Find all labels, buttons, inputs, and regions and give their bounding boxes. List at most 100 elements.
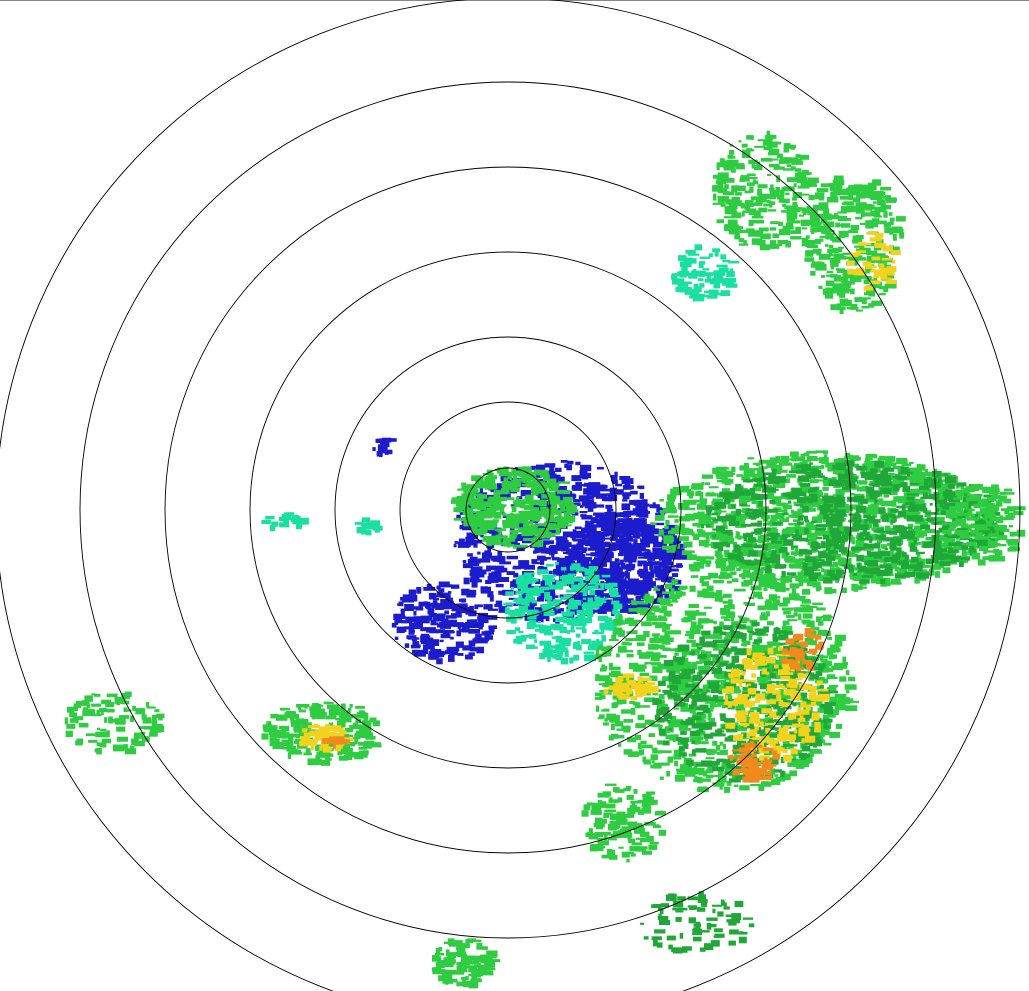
echo-cell (800, 714, 810, 721)
echo-cell (623, 598, 634, 601)
echo-cell (804, 515, 809, 521)
echo-cell (596, 520, 601, 528)
echo-cell (578, 495, 590, 502)
echo-cell (847, 526, 859, 532)
echo-cell (518, 564, 528, 569)
echo-cell (654, 605, 660, 613)
echo-cell (735, 664, 746, 669)
echo-cell (630, 707, 636, 715)
echo-cell (835, 724, 843, 729)
echo-cell (469, 605, 474, 611)
echo-cell (861, 574, 873, 578)
echo-cell (631, 553, 638, 560)
echo-cell (604, 718, 608, 722)
echo-cell (648, 561, 660, 566)
echo-cell (498, 529, 502, 536)
echo-cell (928, 471, 936, 477)
echo-cell (889, 491, 898, 495)
echo-cell (414, 653, 426, 657)
echo-cell (513, 610, 523, 617)
echo-cell (628, 751, 639, 757)
echo-cell (467, 553, 473, 557)
echo-cell (696, 528, 703, 533)
echo-cell (453, 507, 461, 512)
echo-cell (718, 574, 730, 579)
echo-cell (680, 730, 687, 735)
echo-cell (671, 545, 677, 552)
echo-cell (517, 583, 528, 590)
echo-cell (806, 581, 813, 587)
echo-cell (938, 477, 942, 484)
echo-cell (880, 500, 892, 507)
echo-cell (544, 609, 548, 616)
echo-cell (516, 496, 523, 500)
echo-cell (551, 504, 557, 511)
echo-cell (524, 490, 533, 493)
echo-cell (907, 566, 916, 572)
echo-cell (766, 663, 778, 669)
echo-cell (824, 524, 832, 527)
echo-cell (677, 536, 689, 541)
echo-cell (889, 542, 897, 550)
echo-cell (471, 581, 478, 588)
echo-cell (696, 650, 700, 656)
echo-cell (600, 581, 605, 584)
echo-cell (821, 560, 832, 566)
echo-cell (867, 551, 879, 555)
echo-cell (719, 661, 728, 667)
echo-cell (546, 473, 557, 479)
echo-cell (565, 611, 575, 615)
echo-cell (495, 468, 503, 471)
echo-cell (575, 550, 587, 553)
echo-cell (817, 707, 826, 713)
echo-cell (654, 714, 661, 721)
echo-cell (627, 737, 637, 743)
echo-cell (657, 566, 662, 571)
echo-cell (627, 599, 633, 602)
echo-cell (724, 760, 731, 765)
echo-cell (780, 455, 789, 462)
echo-cell (773, 637, 784, 640)
echo-cell (892, 465, 905, 470)
echo-cell (783, 631, 794, 635)
echo-cell (791, 587, 796, 594)
echo-cell (823, 725, 831, 729)
echo-cell (885, 456, 896, 462)
echo-cell (811, 546, 818, 551)
echo-cell (634, 521, 646, 529)
echo-cell (404, 626, 413, 630)
echo-cell (908, 475, 915, 479)
echo-cell (577, 562, 589, 569)
echo-cell (818, 475, 825, 479)
echo-cell (570, 617, 576, 624)
echo-cell (772, 522, 782, 526)
echo-cell (696, 556, 702, 562)
echo-cell (773, 536, 782, 541)
echo-cell (525, 494, 534, 500)
echo-cell (640, 582, 644, 588)
echo-cell (716, 554, 723, 559)
echo-cell (671, 579, 678, 586)
echo-cell (824, 589, 837, 592)
echo-cell (506, 555, 518, 560)
echo-cell (497, 551, 503, 558)
echo-cell (569, 657, 574, 664)
echo-cell (770, 719, 776, 722)
echo-cell (448, 655, 455, 662)
echo-cell (615, 570, 623, 573)
echo-cell (723, 618, 731, 621)
echo-cell (671, 553, 675, 558)
echo-cell (739, 509, 746, 513)
echo-cell (694, 484, 701, 488)
echo-cell (775, 720, 788, 726)
echo-cell (671, 597, 677, 603)
echo-cell (800, 720, 809, 726)
echo-cell (638, 568, 642, 575)
echo-cell (778, 634, 789, 641)
echo-cell (700, 564, 704, 569)
echo-cell (830, 644, 836, 649)
echo-cell (611, 569, 620, 573)
echo-cell (880, 487, 892, 495)
echo-cell (461, 598, 465, 603)
echo-cell (577, 614, 586, 621)
